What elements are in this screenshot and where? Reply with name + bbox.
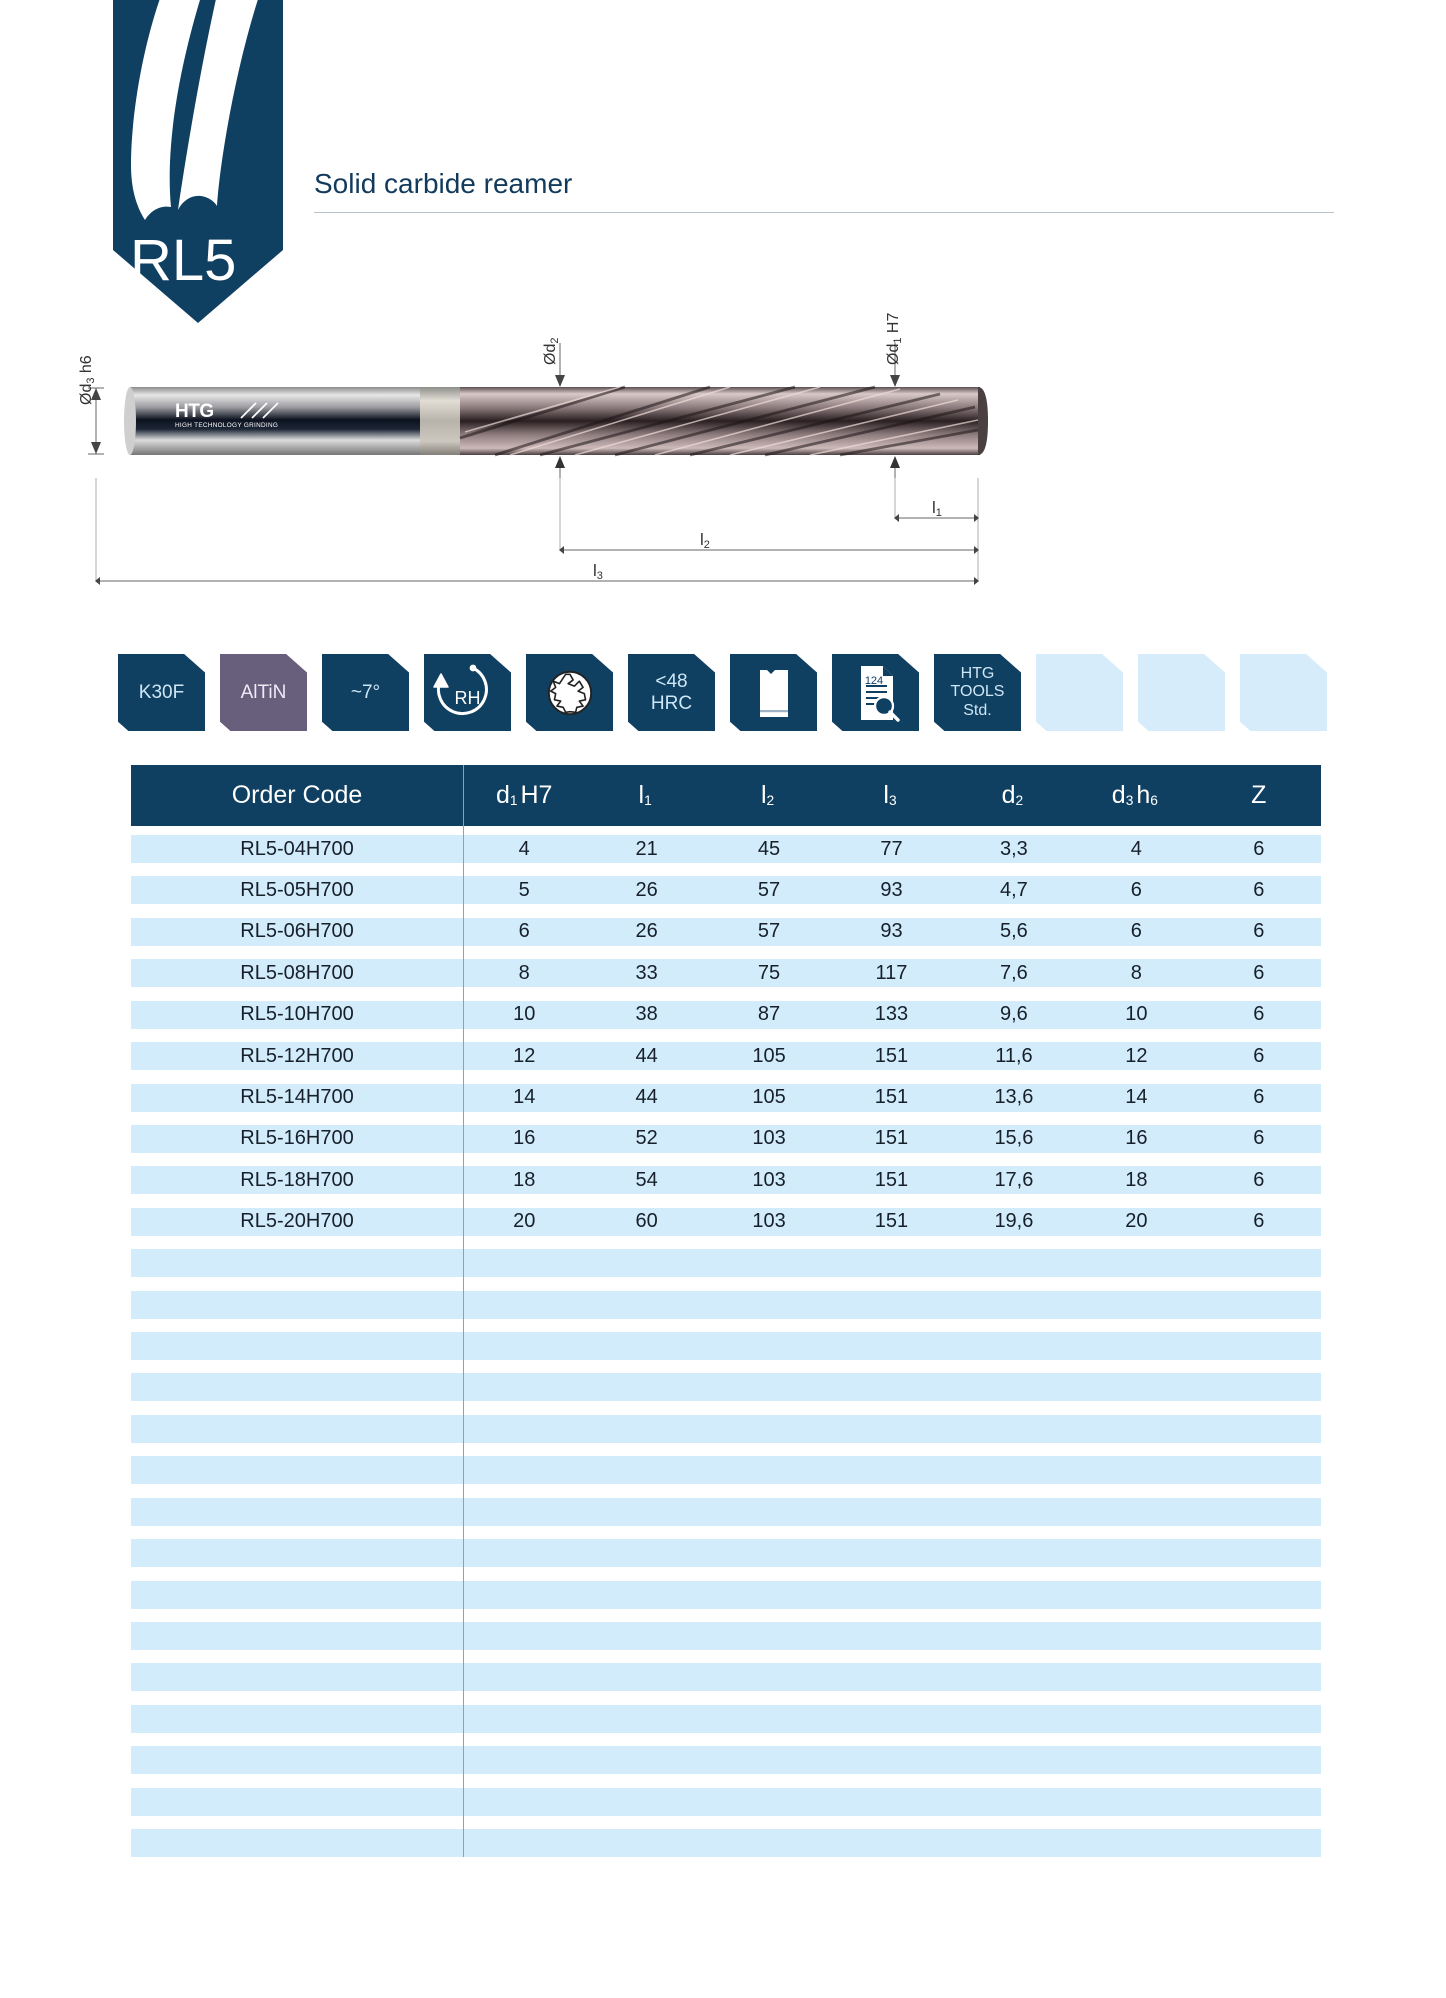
svg-text:Ød3 h6: Ød3 h6 — [78, 355, 97, 405]
svg-text:Ød1 H7: Ød1 H7 — [885, 313, 904, 365]
svg-text:HIGH TECHNOLOGY GRINDING: HIGH TECHNOLOGY GRINDING — [175, 422, 278, 429]
svg-text:124: 124 — [864, 675, 882, 687]
svg-text:Ød2: Ød2 — [542, 338, 561, 365]
svg-text:RL5: RL5 — [130, 228, 236, 293]
svg-text:l1: l1 — [932, 498, 942, 519]
svg-text:l2: l2 — [700, 530, 710, 551]
svg-text:l3: l3 — [593, 561, 603, 582]
svg-text:HTG: HTG — [175, 401, 214, 422]
